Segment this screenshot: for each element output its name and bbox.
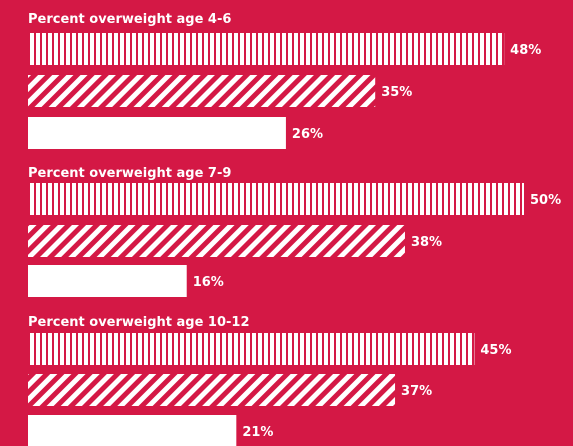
data-label: 37% xyxy=(401,384,432,399)
data-label: 26% xyxy=(292,127,323,142)
bar xyxy=(28,117,286,149)
data-label: 21% xyxy=(242,425,273,440)
group-title: Percent overweight age 7-9 xyxy=(28,166,231,181)
group-title: Percent overweight age 4-6 xyxy=(28,12,231,27)
bar xyxy=(28,265,187,297)
data-label: 16% xyxy=(193,275,224,290)
bar xyxy=(28,33,505,65)
bar xyxy=(28,415,237,446)
data-label: 38% xyxy=(411,235,442,250)
bar xyxy=(28,333,475,365)
bar xyxy=(28,183,524,215)
bar xyxy=(28,75,376,107)
data-label: 35% xyxy=(381,85,412,100)
bar xyxy=(28,374,396,406)
chart-body: Percent overweight age 4-6 48% 35% 26% Perce… xyxy=(28,12,561,446)
data-label: 48% xyxy=(510,43,541,58)
bar xyxy=(28,225,405,257)
data-label: 50% xyxy=(530,193,561,208)
group-title: Percent overweight age 10-12 xyxy=(28,315,250,330)
data-label: 45% xyxy=(480,343,511,358)
